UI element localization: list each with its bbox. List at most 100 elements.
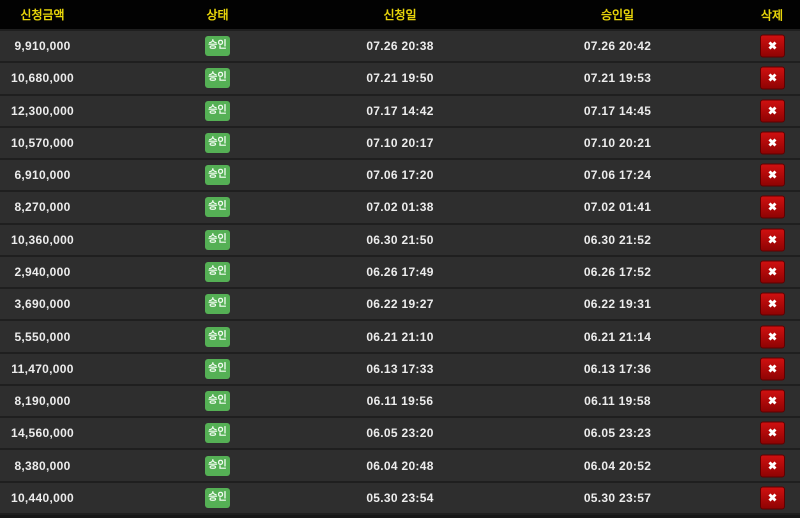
status-cell: 승인: [85, 326, 350, 347]
approval-date-value: 06.21 21:14: [583, 329, 652, 344]
status-badge: 승인: [205, 36, 230, 57]
request-date-value: 05.30 23:54: [366, 490, 434, 505]
amount-value: 8,380,000: [14, 458, 71, 473]
status-cell: 승인: [85, 229, 350, 250]
table-header-row: 신청금액 상태 신청일 승인일 삭제: [0, 0, 800, 29]
status-badge: 승인: [205, 391, 230, 412]
delete-button[interactable]: ✖: [760, 163, 785, 187]
approval-date-value: 07.21 19:53: [583, 71, 652, 86]
delete-x-icon: ✖: [767, 492, 778, 505]
delete-x-icon: ✖: [767, 234, 778, 247]
delete-x-icon: ✖: [767, 72, 778, 85]
delete-button[interactable]: ✖: [760, 454, 785, 478]
request-date-value: 06.04 20:48: [366, 458, 434, 473]
delete-button[interactable]: ✖: [760, 195, 785, 219]
request-date-value: 06.13 17:33: [366, 361, 434, 376]
status-cell: 승인: [85, 68, 350, 89]
request-date-value: 06.21 21:10: [366, 329, 434, 344]
approval-date-value: 07.02 01:41: [583, 200, 652, 215]
status-badge: 승인: [205, 326, 230, 347]
delete-button[interactable]: ✖: [760, 421, 785, 445]
delete-button[interactable]: ✖: [760, 292, 785, 316]
table-row: 2,940,000 승인 06.26 17:49 06.26 17:52 ✖: [0, 254, 800, 288]
table-row: 10,440,000 승인 05.30 23:54 05.30 23:57 ✖: [0, 480, 800, 513]
delete-x-icon: ✖: [767, 363, 778, 376]
amount-value: 10,440,000: [10, 490, 75, 505]
delete-x-icon: ✖: [767, 40, 778, 53]
amount-value: 11,470,000: [11, 361, 74, 376]
status-cell: 승인: [85, 423, 350, 444]
delete-button[interactable]: ✖: [760, 131, 785, 155]
status-badge: 승인: [205, 68, 230, 89]
amount-value: 2,940,000: [14, 264, 71, 279]
status-badge: 승인: [205, 197, 230, 218]
delete-x-icon: ✖: [767, 169, 778, 182]
status-badge: 승인: [205, 423, 230, 444]
table-row: 3,690,000 승인 06.22 19:27 06.22 19:31 ✖: [0, 287, 800, 320]
approval-date-value: 07.26 20:42: [583, 39, 652, 54]
delete-button[interactable]: ✖: [760, 260, 785, 284]
delete-x-icon: ✖: [767, 331, 778, 344]
approval-date-value: 06.11 19:58: [584, 394, 651, 409]
delete-button[interactable]: ✖: [760, 228, 785, 252]
delete-button[interactable]: ✖: [760, 66, 785, 90]
request-date-value: 07.17 14:42: [366, 103, 434, 118]
amount-value: 10,360,000: [10, 232, 75, 247]
table-row: 11,470,000 승인 06.13 17:33 06.13 17:36 ✖: [0, 351, 800, 384]
amount-value: 6,910,000: [14, 168, 71, 183]
approval-date-value: 06.30 21:52: [583, 232, 652, 247]
table-row: 12,300,000 승인 07.17 14:42 07.17 14:45 ✖: [0, 93, 800, 126]
approval-date-value: 06.26 17:52: [583, 264, 652, 279]
approval-date-value: 05.30 23:57: [583, 490, 652, 505]
approval-date-value: 06.04 20:52: [583, 458, 652, 473]
status-cell: 승인: [85, 197, 350, 218]
amount-value: 14,560,000: [10, 426, 75, 441]
status-cell: 승인: [85, 487, 350, 508]
table-row: 14,560,000 승인 06.05 23:20 06.05 23:23 ✖: [0, 416, 800, 449]
delete-x-icon: ✖: [767, 137, 778, 150]
table-row: 5,550,000 승인 06.21 21:10 06.21 21:14 ✖: [0, 319, 800, 352]
request-date-value: 07.21 19:50: [366, 71, 434, 86]
delete-x-icon: ✖: [767, 266, 778, 279]
status-cell: 승인: [85, 391, 350, 412]
table-row: 8,380,000 승인 06.04 20:48 06.04 20:52 ✖: [0, 448, 800, 481]
status-badge: 승인: [205, 132, 230, 153]
request-date-value: 07.06 17:20: [366, 168, 434, 183]
status-badge: 승인: [205, 455, 230, 476]
header-request-date: 신청일: [383, 8, 417, 22]
table-row: 8,270,000 승인 07.02 01:38 07.02 01:41 ✖: [0, 190, 800, 223]
delete-x-icon: ✖: [767, 460, 778, 473]
delete-x-icon: ✖: [767, 395, 778, 408]
approval-date-value: 06.05 23:23: [583, 426, 652, 441]
status-badge: 승인: [205, 294, 230, 315]
table-row: 8,190,000 승인 06.11 19:56 06.11 19:58 ✖: [0, 383, 800, 417]
status-badge: 승인: [205, 261, 230, 282]
status-badge: 승인: [205, 358, 230, 379]
delete-x-icon: ✖: [767, 298, 778, 311]
header-approval-date: 승인일: [600, 8, 635, 22]
status-cell: 승인: [85, 100, 350, 121]
delete-button[interactable]: ✖: [760, 389, 785, 413]
status-badge: 승인: [205, 100, 230, 121]
status-cell: 승인: [85, 132, 350, 153]
delete-button[interactable]: ✖: [760, 325, 785, 349]
bottom-divider: [0, 513, 800, 518]
request-date-value: 06.26 17:49: [366, 264, 434, 279]
amount-value: 8,190,000: [14, 394, 71, 409]
delete-button[interactable]: ✖: [760, 99, 785, 123]
delete-button[interactable]: ✖: [760, 486, 785, 510]
delete-button[interactable]: ✖: [760, 34, 785, 58]
table-body: 9,910,000 승인 07.26 20:38 07.26 20:42 ✖ 1…: [0, 29, 800, 513]
status-badge: 승인: [205, 487, 230, 508]
approval-date-value: 07.17 14:45: [583, 103, 652, 118]
request-date-value: 06.30 21:50: [366, 232, 434, 247]
approval-date-value: 07.10 20:21: [583, 135, 652, 150]
request-date-value: 06.22 19:27: [366, 297, 434, 312]
status-cell: 승인: [85, 165, 350, 186]
amount-value: 5,550,000: [14, 329, 71, 344]
status-cell: 승인: [85, 358, 350, 379]
delete-button[interactable]: ✖: [760, 357, 785, 381]
table-row: 10,680,000 승인 07.21 19:50 07.21 19:53 ✖: [0, 61, 800, 94]
table-row: 10,360,000 승인 06.30 21:50 06.30 21:52 ✖: [0, 222, 800, 255]
